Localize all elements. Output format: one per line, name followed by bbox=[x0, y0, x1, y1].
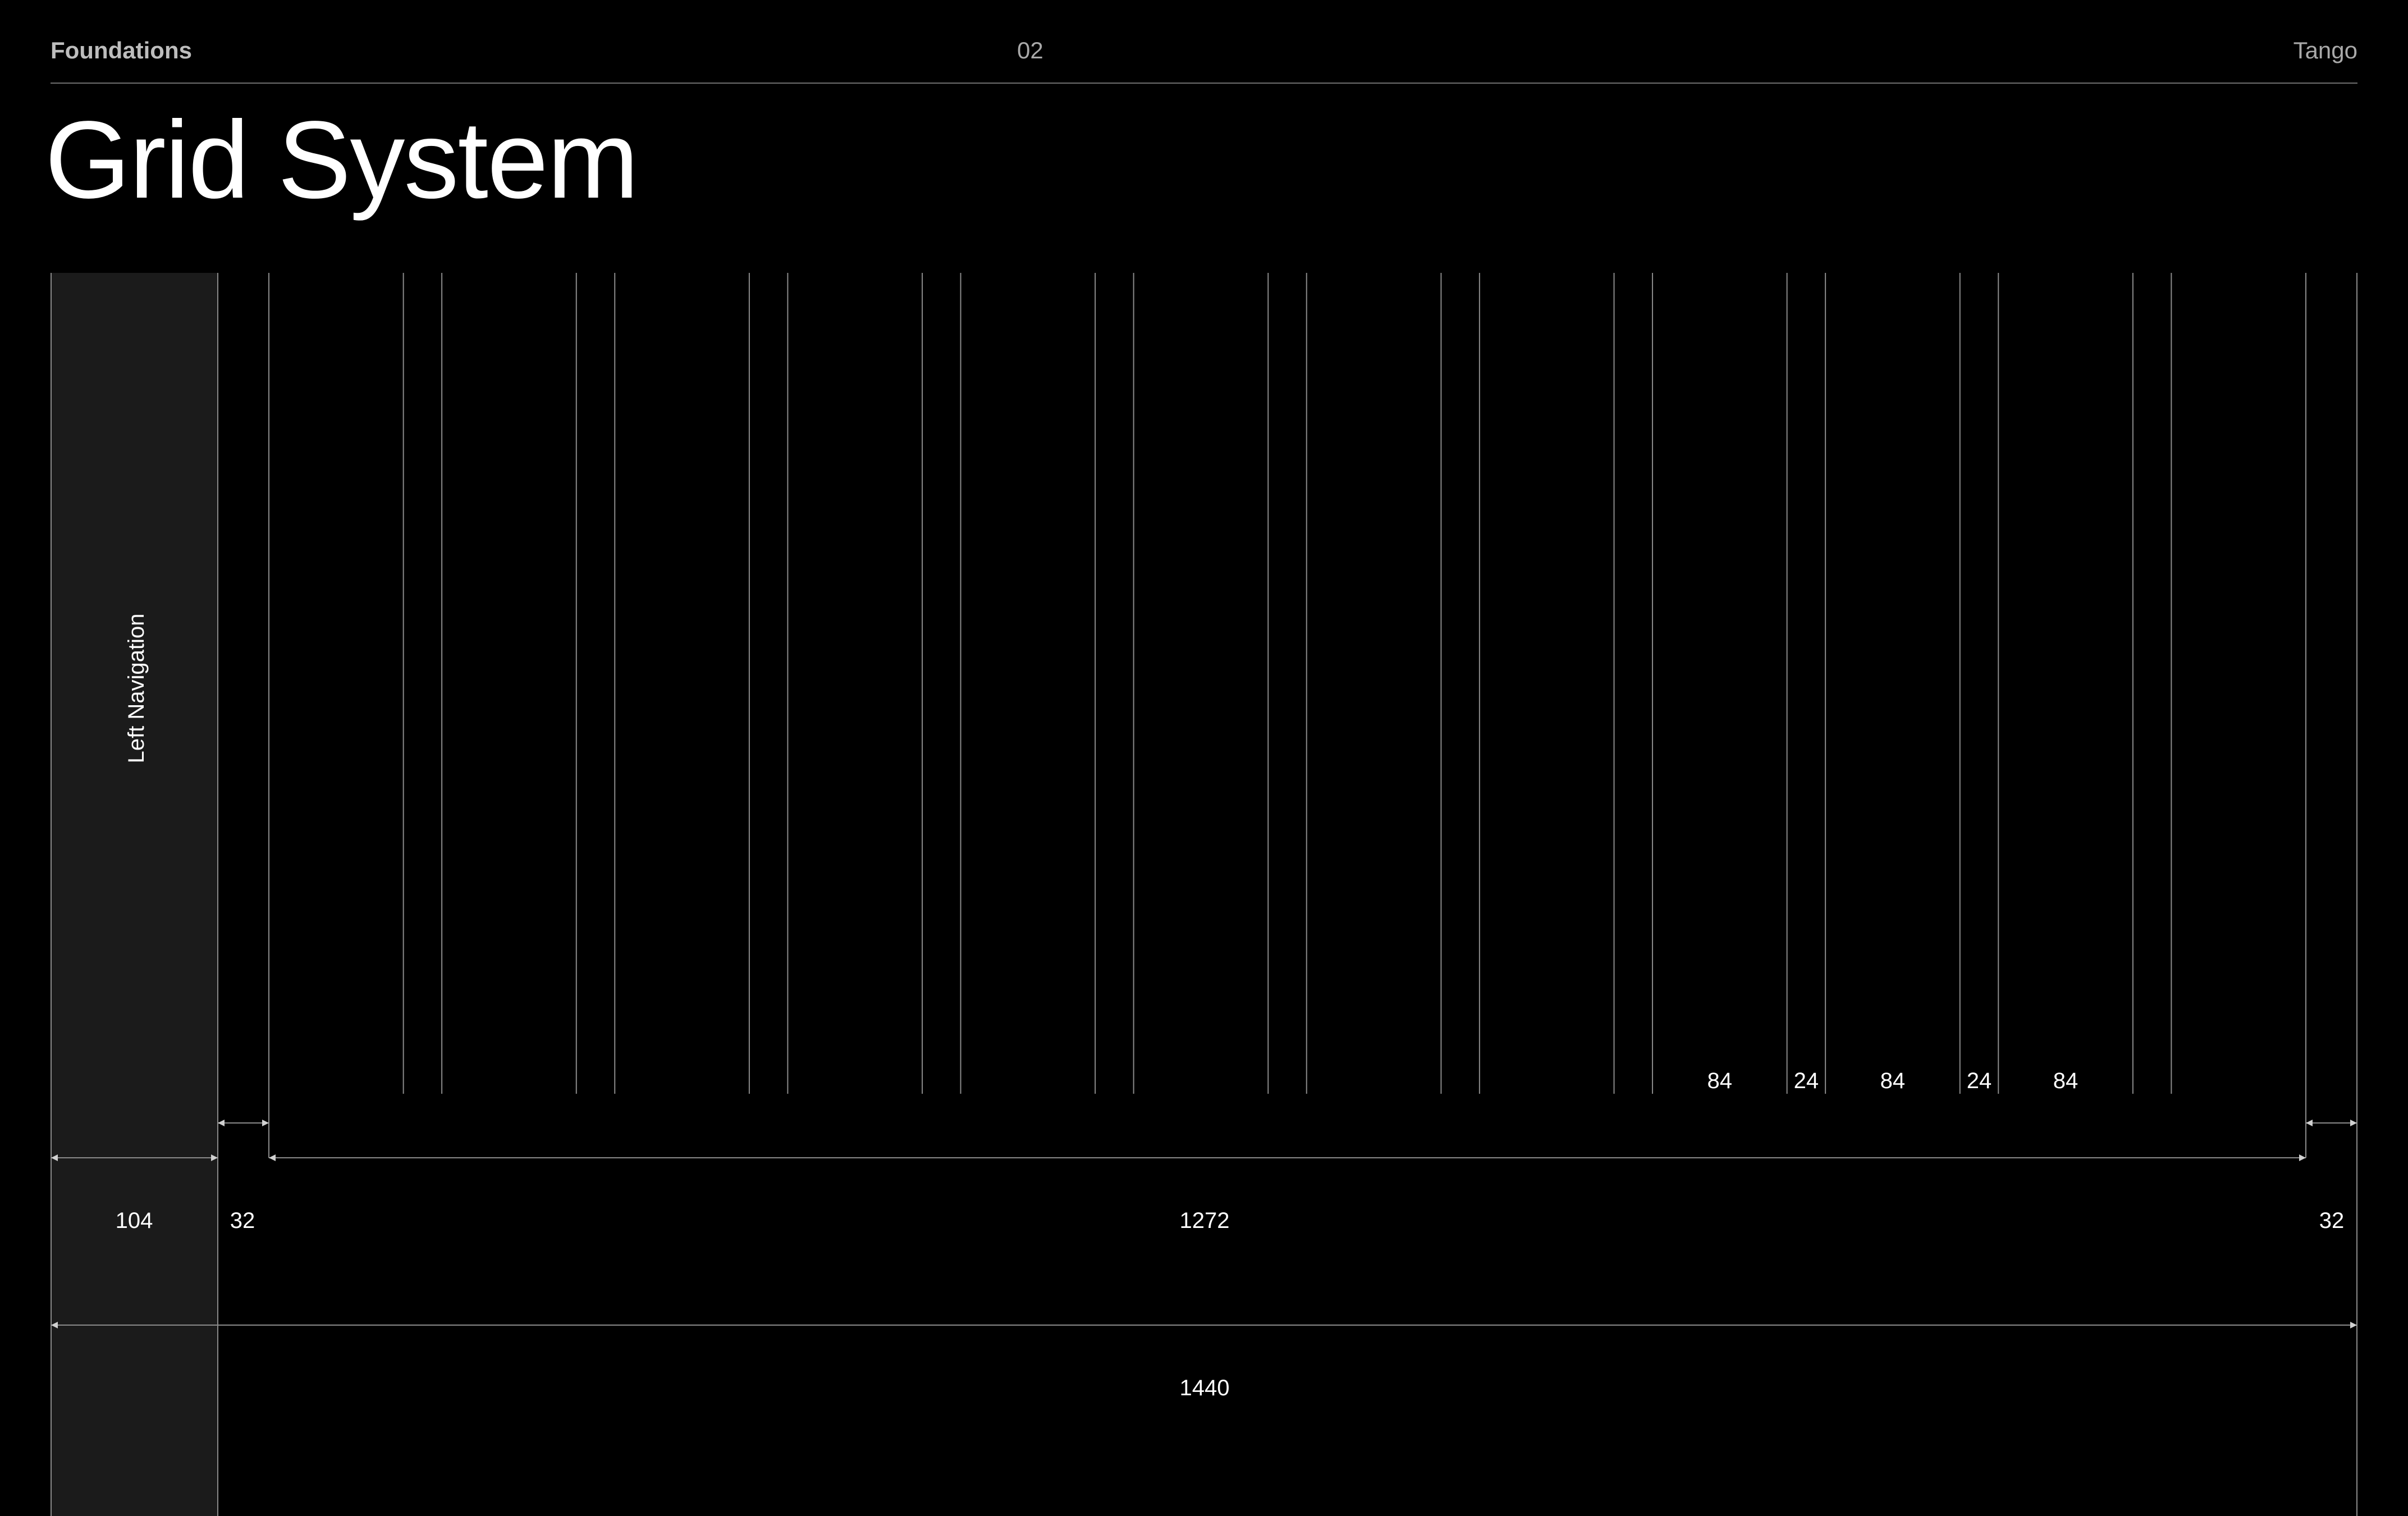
column-labels: 84 24 84 24 84 bbox=[1707, 1068, 2079, 1093]
header-divider bbox=[51, 83, 2357, 84]
section-label: Foundations bbox=[51, 37, 192, 63]
gutter-width-label: 24 bbox=[1967, 1068, 1992, 1093]
page-number: 02 bbox=[1017, 37, 1043, 63]
column-guides bbox=[402, 273, 2172, 1094]
column-width-label: 84 bbox=[2053, 1068, 2079, 1093]
page-title: Grid System bbox=[45, 98, 639, 221]
column-width-label: 84 bbox=[1880, 1068, 1906, 1093]
content-width-label: 1272 bbox=[1180, 1208, 1230, 1233]
total-width-label: 1440 bbox=[1180, 1376, 1230, 1400]
column-width-label: 84 bbox=[1707, 1068, 1733, 1093]
left-navigation-band bbox=[51, 273, 218, 1516]
gutter-width-label: 24 bbox=[1794, 1068, 1819, 1093]
right-margin-label: 32 bbox=[2319, 1208, 2345, 1233]
brand-label: Tango bbox=[2293, 37, 2357, 63]
left-navigation-label: Left Navigation bbox=[124, 614, 149, 764]
nav-width-label: 104 bbox=[116, 1208, 153, 1233]
left-margin-label: 32 bbox=[230, 1208, 255, 1233]
dimension-arrowheads bbox=[51, 1120, 2357, 1328]
